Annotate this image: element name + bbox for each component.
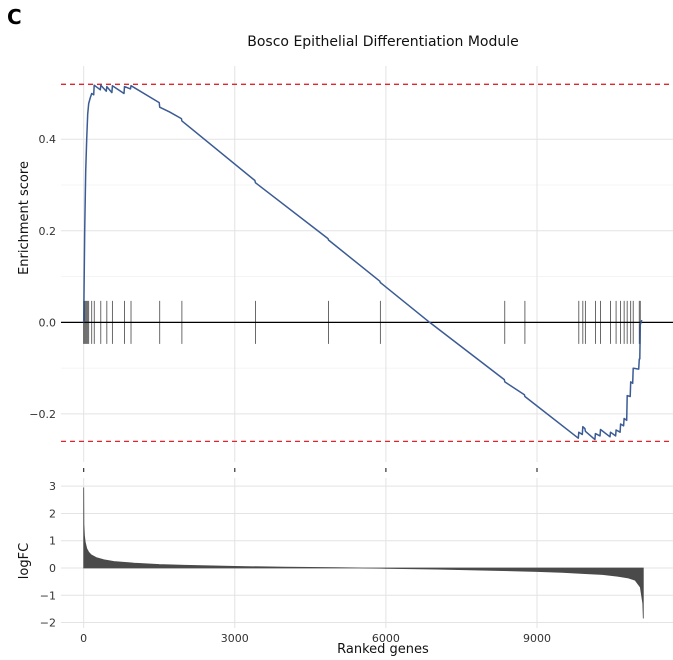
bottom-y-tick-label: 0	[49, 562, 56, 575]
top-y-tick-label: 0.0	[39, 316, 57, 329]
top-x-tick-marks	[83, 468, 538, 472]
top-y-axis-label: Enrichment score	[17, 161, 32, 275]
bottom-y-tick-label: 3	[49, 480, 56, 493]
enrichment-score-panel: −0.2 0.0 0.2 0.4 Enrichment score	[17, 66, 673, 472]
chart-title: Bosco Epithelial Differentiation Module	[247, 34, 518, 50]
bottom-y-tick-label: 1	[49, 535, 56, 548]
logfc-panel: −2 −1 0 1 2 3 0 3000 6000 9000 logFC Ranked gene…	[17, 478, 673, 657]
bottom-y-ticks: −2 −1 0 1 2 3	[40, 480, 56, 629]
bottom-y-tick-label: −1	[40, 589, 56, 602]
logfc-area	[83, 487, 644, 619]
bottom-x-tick-label: 0	[80, 632, 87, 645]
running-enrichment-line	[82, 84, 643, 441]
top-y-tick-label: 0.4	[39, 133, 57, 146]
top-gridlines	[61, 66, 673, 462]
bottom-y-tick-label: −2	[40, 617, 56, 630]
top-y-ticks: −0.2 0.0 0.2 0.4	[29, 133, 56, 421]
top-y-tick-label: 0.2	[39, 225, 57, 238]
bottom-x-tick-label: 3000	[221, 632, 249, 645]
bottom-x-tick-label: 9000	[523, 632, 551, 645]
bottom-y-axis-label: logFC	[17, 543, 32, 579]
top-y-tick-label: −0.2	[29, 408, 56, 421]
bottom-gridlines	[61, 478, 673, 628]
bottom-y-tick-label: 2	[49, 507, 56, 520]
panel-label: C	[7, 5, 22, 29]
bottom-x-tick-label: 6000	[372, 632, 400, 645]
x-axis-label: Ranked genes	[337, 642, 429, 657]
bottom-x-ticks: 0 3000 6000 9000	[80, 632, 551, 645]
